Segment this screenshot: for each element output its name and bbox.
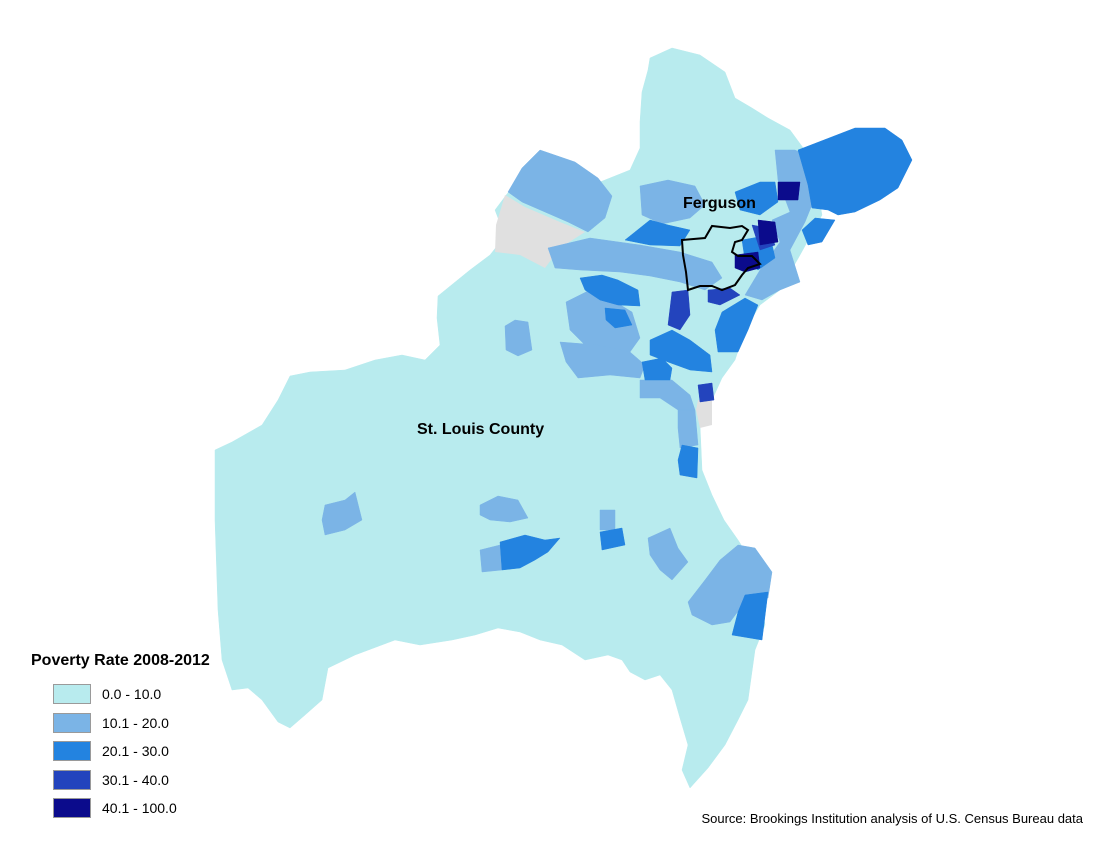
tract — [579, 274, 641, 307]
legend-label: 0.0 - 10.0 — [102, 686, 162, 703]
legend-label: 40.1 - 100.0 — [102, 800, 177, 817]
tract — [547, 237, 723, 291]
tract — [639, 179, 706, 225]
legend-label: 20.1 - 30.0 — [102, 743, 169, 760]
legend-label: 30.1 - 40.0 — [102, 771, 169, 788]
tract — [757, 219, 779, 246]
legend-swatch — [53, 712, 91, 733]
tract — [677, 409, 699, 449]
legend-title: Poverty Rate 2008-2012 — [31, 652, 210, 669]
tract — [697, 382, 715, 403]
tract — [734, 181, 779, 216]
tract — [507, 149, 613, 233]
ferguson-boundary — [680, 224, 762, 292]
tract — [687, 544, 773, 626]
legend-item: 10.1 - 20.0 — [53, 709, 210, 738]
tract — [479, 544, 503, 573]
legend-item: 30.1 - 40.0 — [53, 766, 210, 795]
tract — [677, 444, 699, 479]
legend: Poverty Rate 2008-2012 0.0 - 10.0 10.1 -… — [31, 652, 210, 823]
tract — [647, 527, 689, 581]
tract — [479, 495, 529, 523]
legend-item: 0.0 - 10.0 — [53, 680, 210, 709]
tract — [714, 297, 759, 353]
tract — [801, 217, 836, 246]
legend-swatch — [53, 798, 91, 819]
tracts-10-20 — [321, 149, 819, 626]
tracts-20-30 — [499, 127, 913, 641]
legend-item: 40.1 - 100.0 — [53, 794, 210, 823]
tract — [641, 357, 673, 381]
legend-item: 20.1 - 30.0 — [53, 737, 210, 766]
no-data-area-east — [696, 400, 712, 428]
county-label: St. Louis County — [417, 421, 545, 438]
tract — [624, 219, 691, 247]
tract — [649, 329, 713, 373]
tract — [504, 319, 533, 357]
legend-swatch — [53, 684, 91, 705]
tract — [604, 307, 633, 329]
legend-swatch — [53, 741, 91, 762]
legend-label: 10.1 - 20.0 — [102, 714, 169, 731]
tract — [797, 127, 913, 216]
ferguson-label: Ferguson — [683, 195, 756, 212]
tract — [731, 591, 769, 641]
tract — [599, 527, 626, 551]
tract — [499, 534, 561, 571]
tract — [777, 181, 801, 201]
source-note: Source: Brookings Institution analysis o… — [701, 811, 1083, 826]
tract — [599, 509, 616, 531]
no-data-area-west — [495, 195, 585, 268]
tract — [559, 341, 646, 379]
county-base-shape — [214, 47, 823, 789]
tract — [667, 289, 691, 331]
legend-swatch — [53, 769, 91, 790]
tract — [321, 491, 363, 536]
